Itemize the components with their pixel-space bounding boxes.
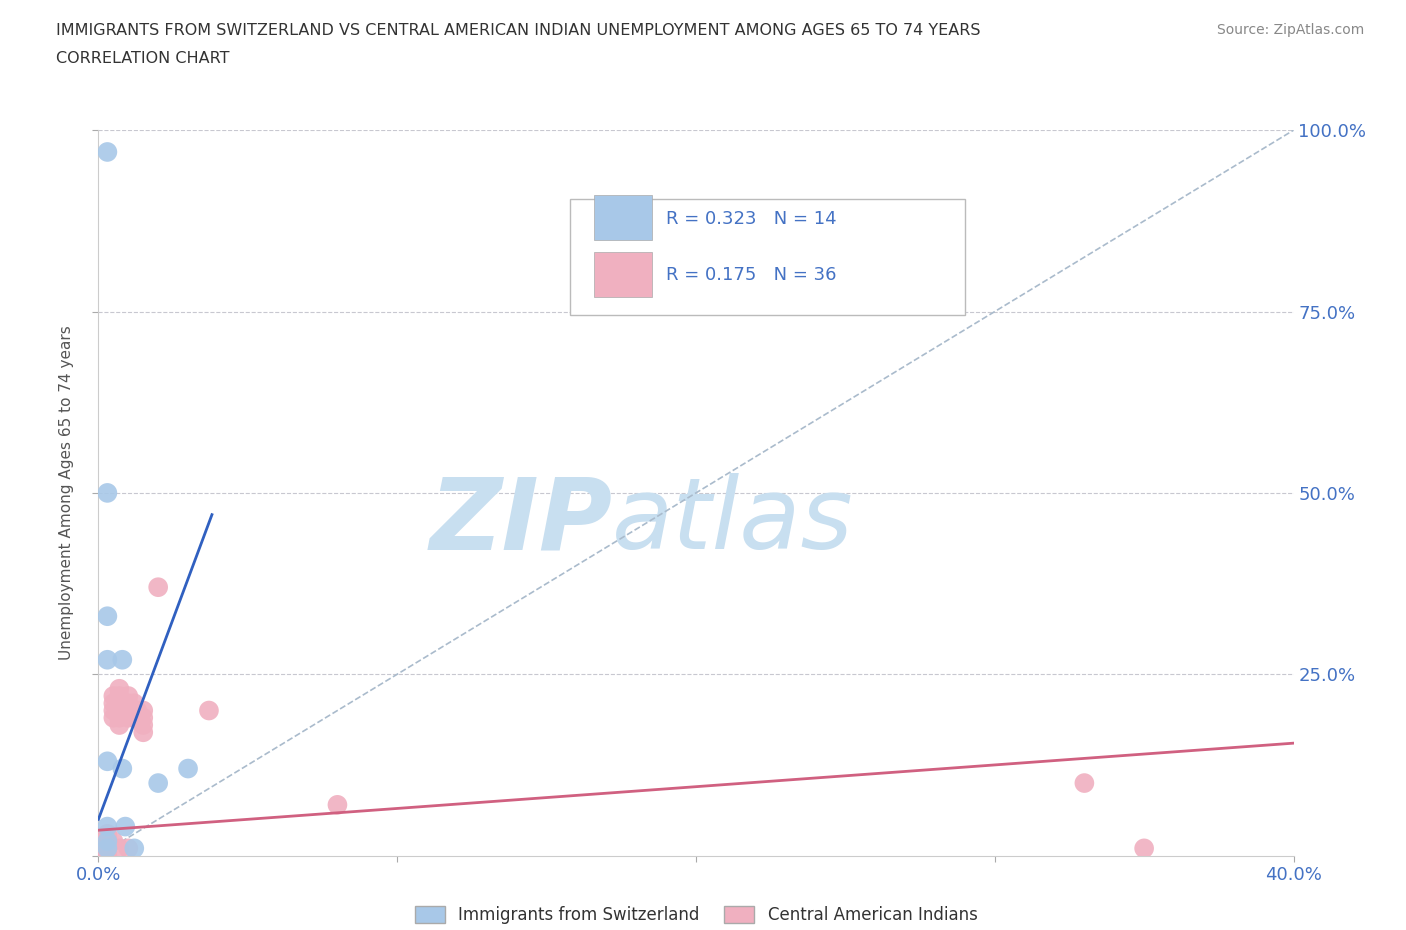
Point	[132, 711, 155, 725]
Text: ZIP: ZIP	[429, 473, 613, 570]
FancyBboxPatch shape	[571, 199, 965, 315]
Point	[103, 711, 125, 725]
Point	[108, 711, 131, 725]
Point	[124, 696, 146, 711]
Point	[111, 761, 134, 776]
Point	[103, 833, 125, 848]
Point	[96, 848, 118, 863]
Point	[108, 703, 131, 718]
Point	[117, 711, 139, 725]
Text: IMMIGRANTS FROM SWITZERLAND VS CENTRAL AMERICAN INDIAN UNEMPLOYMENT AMONG AGES 6: IMMIGRANTS FROM SWITZERLAND VS CENTRAL A…	[56, 23, 981, 38]
Point	[124, 841, 146, 856]
Point	[127, 703, 149, 718]
Point	[111, 652, 134, 667]
Point	[108, 688, 131, 703]
Point	[108, 718, 131, 733]
Text: R = 0.175   N = 36: R = 0.175 N = 36	[666, 266, 837, 285]
Point	[96, 144, 118, 159]
Text: atlas: atlas	[613, 473, 853, 570]
Point	[148, 776, 170, 790]
Point	[108, 841, 131, 856]
Point	[96, 609, 118, 624]
Point	[114, 819, 136, 834]
Text: R = 0.323   N = 14: R = 0.323 N = 14	[666, 209, 837, 228]
Point	[117, 696, 139, 711]
Point	[132, 724, 155, 739]
Point	[96, 833, 118, 848]
Point	[96, 827, 118, 842]
Point	[96, 652, 118, 667]
Point	[96, 841, 118, 856]
Point	[96, 819, 118, 834]
Point	[117, 841, 139, 856]
Point	[177, 761, 200, 776]
Point	[1073, 776, 1095, 790]
Point	[108, 696, 131, 711]
Point	[96, 830, 118, 845]
Point	[96, 485, 118, 500]
Point	[1133, 841, 1156, 856]
Point	[103, 688, 125, 703]
Point	[108, 682, 131, 697]
Point	[124, 711, 146, 725]
Point	[127, 711, 149, 725]
Y-axis label: Unemployment Among Ages 65 to 74 years: Unemployment Among Ages 65 to 74 years	[59, 326, 75, 660]
Text: Source: ZipAtlas.com: Source: ZipAtlas.com	[1216, 23, 1364, 37]
Point	[103, 703, 125, 718]
Point	[96, 833, 118, 848]
Point	[96, 841, 118, 856]
Point	[103, 696, 125, 711]
Point	[96, 754, 118, 769]
FancyBboxPatch shape	[595, 252, 652, 297]
Point	[132, 703, 155, 718]
Point	[132, 718, 155, 733]
Point	[117, 688, 139, 703]
Point	[124, 703, 146, 718]
Point	[326, 797, 349, 812]
Point	[198, 703, 221, 718]
Point	[148, 579, 170, 594]
Text: CORRELATION CHART: CORRELATION CHART	[56, 51, 229, 66]
Point	[96, 844, 118, 859]
Legend: Immigrants from Switzerland, Central American Indians: Immigrants from Switzerland, Central Ame…	[408, 899, 984, 930]
FancyBboxPatch shape	[595, 195, 652, 241]
